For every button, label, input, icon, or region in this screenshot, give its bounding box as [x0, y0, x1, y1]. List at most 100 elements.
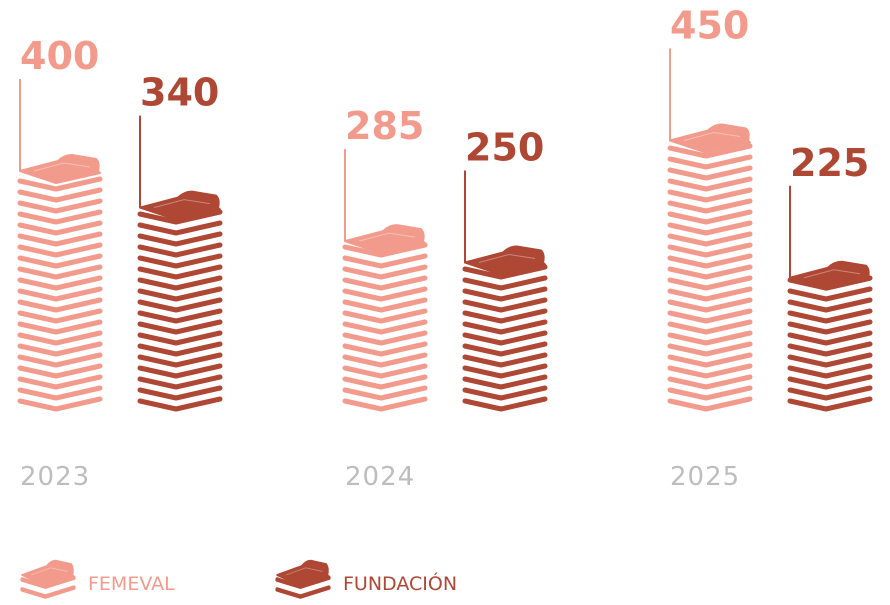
stack-sheet	[342, 286, 428, 302]
legend-icon	[275, 559, 331, 599]
stack-sheet	[17, 187, 103, 203]
stack-sheet	[137, 308, 223, 324]
stack-sheet	[342, 319, 428, 335]
legend-top-line	[286, 567, 323, 576]
stack-sheet	[137, 242, 223, 258]
stack-top-line	[803, 269, 861, 279]
stack-sheet	[342, 242, 428, 258]
stack-sheet	[667, 396, 753, 412]
stack-sheet	[667, 341, 753, 357]
stack-sheet	[342, 396, 428, 412]
stack-sheet	[17, 385, 103, 401]
stack-sheet	[787, 297, 873, 313]
stack-sheet	[342, 275, 428, 291]
value-label: 340	[140, 71, 219, 115]
stack-sheet	[17, 341, 103, 357]
stack-sheet	[137, 220, 223, 236]
stack-top	[19, 154, 101, 184]
stack-sheet	[137, 297, 223, 313]
stack-sheet	[17, 198, 103, 214]
legend-top-line	[31, 567, 68, 576]
stack-sheet	[17, 396, 103, 412]
stack-sheet	[462, 308, 548, 324]
stack-top	[669, 123, 751, 154]
stack-sheet	[462, 374, 548, 390]
year-label: 2023	[20, 462, 90, 492]
stack-sheet	[462, 352, 548, 368]
stack-sheet	[342, 253, 428, 269]
legend-icon	[20, 559, 76, 599]
bar	[17, 154, 103, 412]
value-label: 400	[20, 34, 99, 78]
stack-sheet	[17, 264, 103, 280]
stack-sheet	[462, 385, 548, 401]
stack-sheet	[137, 286, 223, 302]
stack-sheet	[137, 319, 223, 335]
stack-sheet	[137, 396, 223, 412]
stack-sheet	[462, 396, 548, 412]
stack-top	[789, 260, 871, 291]
stack-sheet	[667, 319, 753, 335]
stack-sheet	[787, 286, 873, 302]
bar	[342, 224, 428, 412]
stack-sheet	[667, 253, 753, 269]
stack-sheet	[667, 264, 753, 280]
stack-sheet	[17, 319, 103, 335]
stack-sheet	[667, 297, 753, 313]
stack-sheet	[342, 385, 428, 401]
legend-sheet	[20, 585, 76, 599]
stack-sheet	[17, 330, 103, 346]
stack-sheet	[137, 330, 223, 346]
stack-sheet	[137, 275, 223, 291]
stack-sheet	[342, 352, 428, 368]
stack-sheet	[667, 176, 753, 192]
stack-sheet	[667, 143, 753, 159]
stack-sheet	[137, 385, 223, 401]
stack-sheet	[667, 242, 753, 258]
value-label: 450	[670, 4, 749, 48]
year-label: 2024	[345, 462, 415, 492]
stack-sheet	[462, 297, 548, 313]
stack-sheet	[667, 385, 753, 401]
legend-label: FUNDACIÓN	[343, 571, 457, 595]
stack-sheet	[342, 264, 428, 280]
stack-sheet	[462, 264, 548, 280]
stack-sheet	[667, 231, 753, 247]
stack-sheet	[462, 286, 548, 302]
stack-sheet	[137, 341, 223, 357]
stack-sheet	[17, 253, 103, 269]
year-label: 2025	[670, 462, 740, 492]
stack-top-line	[358, 232, 416, 242]
stack-sheet	[342, 308, 428, 324]
stack-sheet	[137, 363, 223, 379]
stack-sheet	[342, 330, 428, 346]
legend-top	[21, 559, 75, 587]
stack-top	[139, 190, 221, 221]
stack-sheet	[667, 209, 753, 225]
stack-sheet	[667, 374, 753, 390]
stack-sheet	[667, 198, 753, 214]
stack-sheet	[17, 352, 103, 368]
stack-sheet	[137, 209, 223, 225]
stack-sheet	[787, 341, 873, 357]
stack-top	[344, 224, 426, 255]
stack-sheet	[667, 165, 753, 181]
stack-sheet	[462, 319, 548, 335]
stack-sheet	[137, 253, 223, 269]
stack-sheet	[342, 341, 428, 357]
value-label: 225	[790, 141, 869, 185]
stack-top-line	[683, 131, 741, 141]
stack-sheet	[787, 308, 873, 324]
bar	[462, 245, 548, 412]
stack-sheet	[462, 275, 548, 291]
stack-sheet	[787, 396, 873, 412]
value-label: 250	[465, 126, 544, 170]
stack-sheet	[17, 297, 103, 313]
stack-sheet	[17, 209, 103, 225]
stack-sheet	[667, 352, 753, 368]
stack-sheet	[17, 231, 103, 247]
stack-top-line	[153, 199, 211, 209]
stack-sheet	[787, 385, 873, 401]
stack-sheet	[17, 374, 103, 390]
